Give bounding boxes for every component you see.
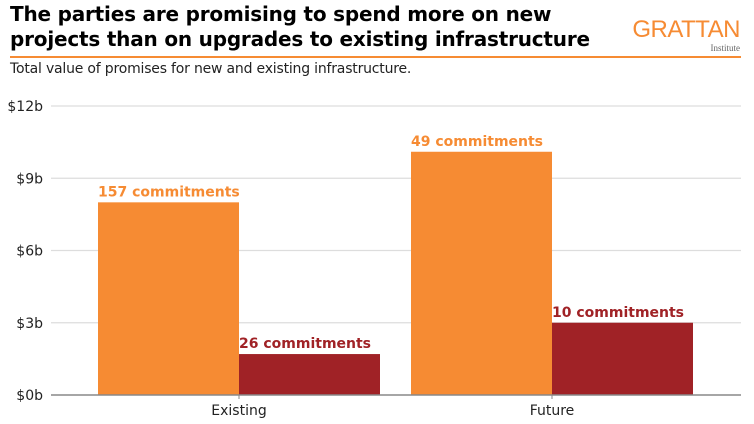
y-tick-label: $3b <box>16 316 43 332</box>
bar-future-new <box>411 151 552 395</box>
y-tick-label: $9b <box>16 171 43 187</box>
chart-subtitle: Total value of promises for new and exis… <box>10 61 412 77</box>
x-axis: Existing Future <box>51 394 741 419</box>
data-labels: 157 commitments 26 commitments 49 commitme… <box>98 134 684 352</box>
data-label: 26 commitments <box>239 336 371 352</box>
x-tick-label: Existing <box>211 403 266 419</box>
logo-wordmark: GRATTAN <box>632 16 740 43</box>
bar-future-existing <box>552 322 693 395</box>
logo-subtext: Institute <box>710 43 741 53</box>
data-label: 10 commitments <box>552 305 684 321</box>
chart-title: The parties are promising to spend more … <box>10 2 590 51</box>
grattan-logo: GRATTAN Institute <box>632 16 741 54</box>
y-tick-label: $0b <box>16 388 43 404</box>
bar-existing-existing <box>239 354 380 395</box>
data-label: 157 commitments <box>98 184 240 200</box>
x-tick-label: Future <box>530 403 575 419</box>
title-divider <box>10 56 741 58</box>
data-label: 49 commitments <box>411 134 543 150</box>
bars <box>98 151 693 395</box>
y-tick-label: $6b <box>16 244 43 260</box>
y-tick-label: $12b <box>7 99 43 115</box>
y-axis-labels: $0b $3b $6b $9b $12b <box>7 99 43 404</box>
bar-existing-new <box>98 202 239 395</box>
